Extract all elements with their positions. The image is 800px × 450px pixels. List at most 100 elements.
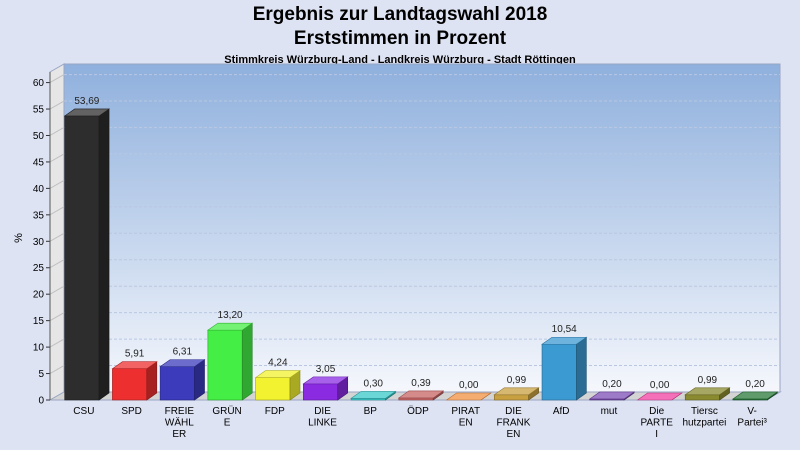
bar-front: [207, 329, 243, 401]
y-tick-label: 10: [33, 343, 45, 354]
bar-value-label: 53,69: [74, 96, 99, 107]
bar-side: [576, 336, 587, 401]
bar-value-label: 0,39: [411, 378, 431, 389]
bar-top: [636, 392, 683, 401]
bar-front: [112, 368, 148, 401]
x-tick-label: GRÜN: [212, 405, 241, 417]
x-tick-label: FRANK: [497, 418, 531, 429]
y-tick-label: 30: [33, 237, 45, 248]
bar-top: [588, 391, 636, 400]
x-tick-label: E: [224, 418, 231, 429]
bar-front: [64, 115, 100, 401]
x-tick-label: BP: [364, 406, 378, 417]
bar-top: [159, 359, 206, 367]
bar-top: [302, 376, 349, 385]
x-tick-label: LINKE: [308, 418, 337, 429]
x-tick-label: Tiersc: [691, 406, 718, 417]
bar-top: [445, 392, 492, 401]
x-tick-label: Die: [649, 406, 664, 417]
gridline-side: [49, 285, 65, 295]
y-tick-label: 0: [38, 396, 44, 407]
gridline-side: [49, 206, 65, 216]
x-tick-label: FREIE: [165, 406, 195, 417]
bar-top: [493, 387, 540, 396]
gridline-side: [49, 232, 65, 242]
y-tick-label: 35: [33, 210, 45, 221]
bar-front: [541, 343, 577, 401]
bar-top: [206, 322, 254, 331]
x-tick-label: SPD: [121, 406, 142, 417]
bar-value-label: 3,05: [316, 364, 336, 375]
gridline-side: [49, 179, 65, 189]
x-tick-label: Partei³: [737, 418, 767, 429]
x-tick-label: FDP: [265, 406, 285, 417]
y-tick-label: 45: [33, 157, 45, 168]
bar-value-label: 0,99: [507, 375, 527, 386]
x-tick-label: EN: [459, 418, 473, 429]
y-tick-label: 5: [38, 369, 44, 380]
bar-value-label: 6,31: [173, 347, 193, 358]
y-tick-label: 55: [33, 105, 45, 116]
bar-side: [98, 108, 110, 401]
y-tick-label: 20: [33, 290, 45, 301]
bar-value-label: 0,00: [650, 380, 670, 391]
y-tick-label: 50: [33, 131, 45, 142]
chart-subtitle: Erststimmen in Prozent: [293, 28, 507, 49]
chart-title: Ergebnis zur Landtagswahl 2018: [252, 4, 548, 25]
y-tick-label: 25: [33, 263, 45, 274]
gridline-side: [49, 259, 65, 269]
bar-top: [111, 361, 158, 370]
chart-subsubtitle: Stimmkreis Würzburg-Land - Landkreis Wür…: [224, 54, 576, 66]
bar-value-label: 0,00: [459, 380, 479, 391]
x-tick-label: PARTE: [640, 418, 673, 429]
x-tick-label: EN: [507, 429, 521, 440]
x-tick-label: ER: [172, 429, 186, 440]
bar-top: [731, 391, 779, 400]
y-tick-label: 15: [33, 316, 45, 327]
x-tick-label: PIRAT: [451, 406, 480, 417]
x-tick-label: mut: [601, 406, 618, 417]
gridline-side: [49, 365, 65, 374]
x-tick-label: V-: [747, 406, 756, 417]
x-tick-label: CSU: [73, 406, 94, 417]
bar-value-label: 10,54: [552, 324, 577, 335]
bar-value-label: 5,91: [125, 349, 145, 360]
x-tick-label: hutzpartei: [682, 418, 726, 429]
bar-value-label: 0,20: [745, 379, 765, 390]
bar-front: [493, 394, 529, 401]
gridline-side: [49, 338, 65, 348]
bar-front: [159, 366, 195, 401]
gridline-side: [49, 153, 65, 163]
bar-front: [255, 377, 291, 401]
x-tick-label: AfD: [553, 406, 570, 417]
bar-top: [397, 390, 445, 399]
x-tick-label: WÄHL: [165, 417, 194, 429]
y-tick-label: 40: [33, 184, 45, 195]
bar-front: [303, 383, 339, 401]
bar-front: [398, 397, 434, 401]
bar-top: [63, 108, 111, 117]
y-tick-label: 60: [33, 78, 45, 89]
gridline-side: [49, 74, 65, 84]
plot-side-wall: [49, 63, 65, 401]
x-tick-label: DIE: [505, 406, 522, 417]
y-axis-label: %: [13, 233, 25, 243]
bar-value-label: 13,20: [218, 310, 243, 321]
bar-top: [350, 391, 397, 399]
x-tick-label: I: [655, 429, 658, 440]
x-tick-label: ÖDP: [407, 405, 429, 417]
gridline-side: [49, 127, 65, 136]
bar-top: [684, 387, 731, 396]
gridline-side: [49, 312, 65, 322]
bar-top: [541, 336, 588, 345]
bar-value-label: 0,20: [602, 379, 622, 390]
x-tick-label: DIE: [314, 406, 331, 417]
bar-top: [254, 370, 301, 378]
bar-front: [684, 394, 720, 401]
bar-value-label: 0,30: [364, 378, 384, 389]
plot-back-wall: [63, 63, 781, 393]
bar-value-label: 4,24: [268, 358, 288, 369]
bar-side: [241, 322, 253, 401]
